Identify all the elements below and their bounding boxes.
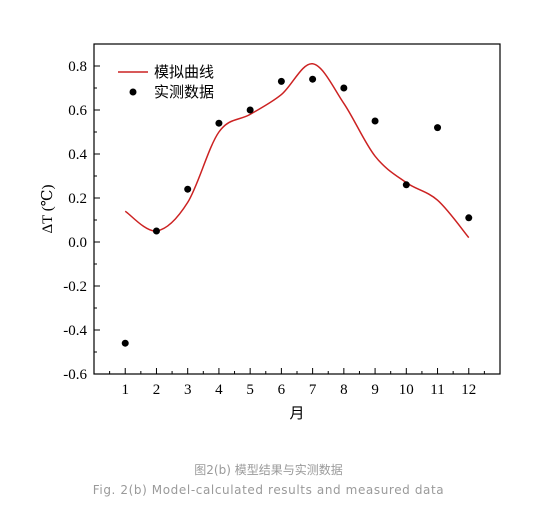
y-tick-label: 0.4 bbox=[68, 147, 87, 163]
measured-data-point bbox=[465, 214, 473, 222]
y-tick-label: -0.4 bbox=[63, 323, 87, 339]
legend: 模拟曲线 实测数据 bbox=[118, 63, 214, 101]
legend-dot-swatch bbox=[129, 88, 137, 96]
y-axis-label: ΔT (℃) bbox=[40, 184, 56, 233]
figure-caption-chinese: 图2(b) 模型结果与实测数据 bbox=[194, 463, 343, 477]
x-tick-label: 11 bbox=[430, 382, 444, 398]
x-tick-label: 10 bbox=[399, 382, 414, 398]
y-tick-label: 0.2 bbox=[68, 191, 87, 207]
x-tick-label: 6 bbox=[278, 382, 286, 398]
measured-data-point bbox=[277, 77, 285, 85]
measured-data-point bbox=[246, 106, 254, 114]
measured-data-point bbox=[121, 339, 129, 347]
series-layer bbox=[121, 63, 473, 347]
x-tick-label: 3 bbox=[184, 382, 192, 398]
chart: 1 2 3 4 5 6 7 8 9 10 11 12 0.80.60.40.20.0-0.2-0.4-… bbox=[40, 43, 501, 422]
x-tick-label: 9 bbox=[371, 382, 379, 398]
y-tick-label: -0.2 bbox=[63, 279, 87, 295]
x-tick-label: 2 bbox=[153, 382, 161, 398]
legend-label-model: 模拟曲线 bbox=[154, 63, 214, 81]
measured-data-point bbox=[340, 84, 348, 92]
y-tick-label: 0.0 bbox=[68, 235, 87, 251]
x-tick-label: 7 bbox=[309, 382, 317, 398]
measured-data-point bbox=[152, 227, 160, 235]
x-tick-label: 1 bbox=[121, 382, 129, 398]
y-tick-label: 0.8 bbox=[68, 59, 87, 75]
measured-data-point bbox=[215, 119, 223, 127]
y-axis-ticks: 0.8 0.6 0.4 0.2 0.0 -0.2 -0.4 -0.6 bbox=[63, 59, 100, 383]
x-axis-ticks: 1 2 3 4 5 6 7 8 9 10 11 12 bbox=[109, 368, 485, 398]
measured-data-point bbox=[371, 117, 379, 125]
y-tick-label: -0.6 bbox=[63, 367, 87, 383]
y-tick-label: 0.6 bbox=[68, 103, 87, 119]
measured-data-point bbox=[184, 185, 192, 193]
measured-data-point bbox=[309, 75, 317, 83]
measured-data-point bbox=[402, 181, 410, 189]
x-tick-label: 4 bbox=[215, 382, 223, 398]
x-tick-label: 5 bbox=[246, 382, 254, 398]
measured-data-point bbox=[434, 124, 442, 132]
x-tick-label: 12 bbox=[461, 382, 476, 398]
figure-caption-english: Fig. 2(b) Model-calculated results and m… bbox=[92, 483, 445, 497]
x-axis-label: 月 bbox=[289, 404, 304, 422]
x-tick-label: 8 bbox=[340, 382, 348, 398]
legend-label-measured: 实测数据 bbox=[154, 83, 214, 101]
